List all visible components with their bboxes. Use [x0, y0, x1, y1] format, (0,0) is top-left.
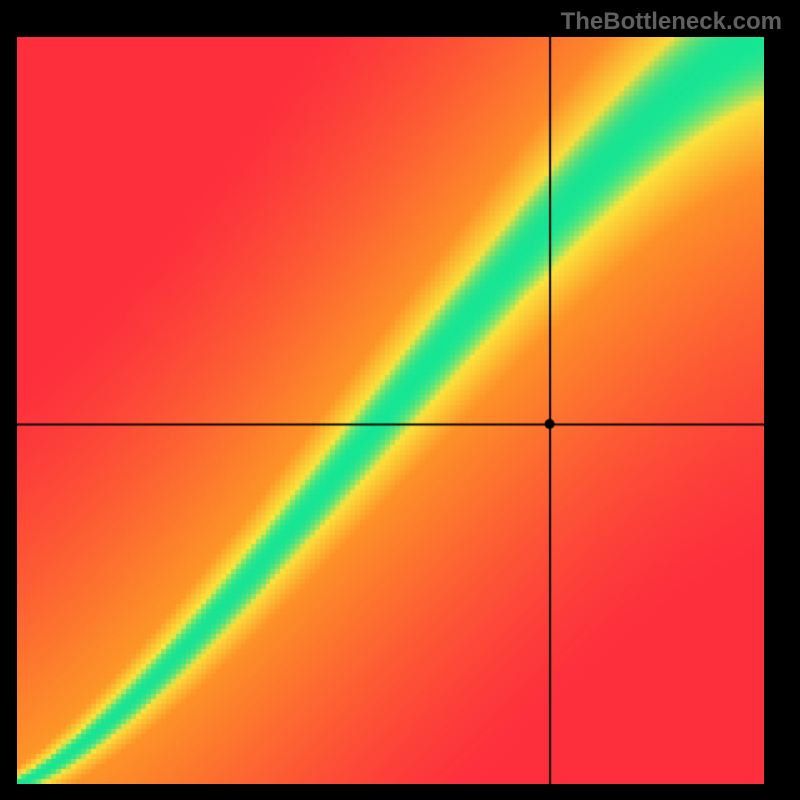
chart-container: { "watermark": { "text": "TheBottleneck.…	[0, 0, 800, 800]
watermark-text: TheBottleneck.com	[561, 8, 782, 36]
bottleneck-heatmap	[17, 37, 764, 784]
